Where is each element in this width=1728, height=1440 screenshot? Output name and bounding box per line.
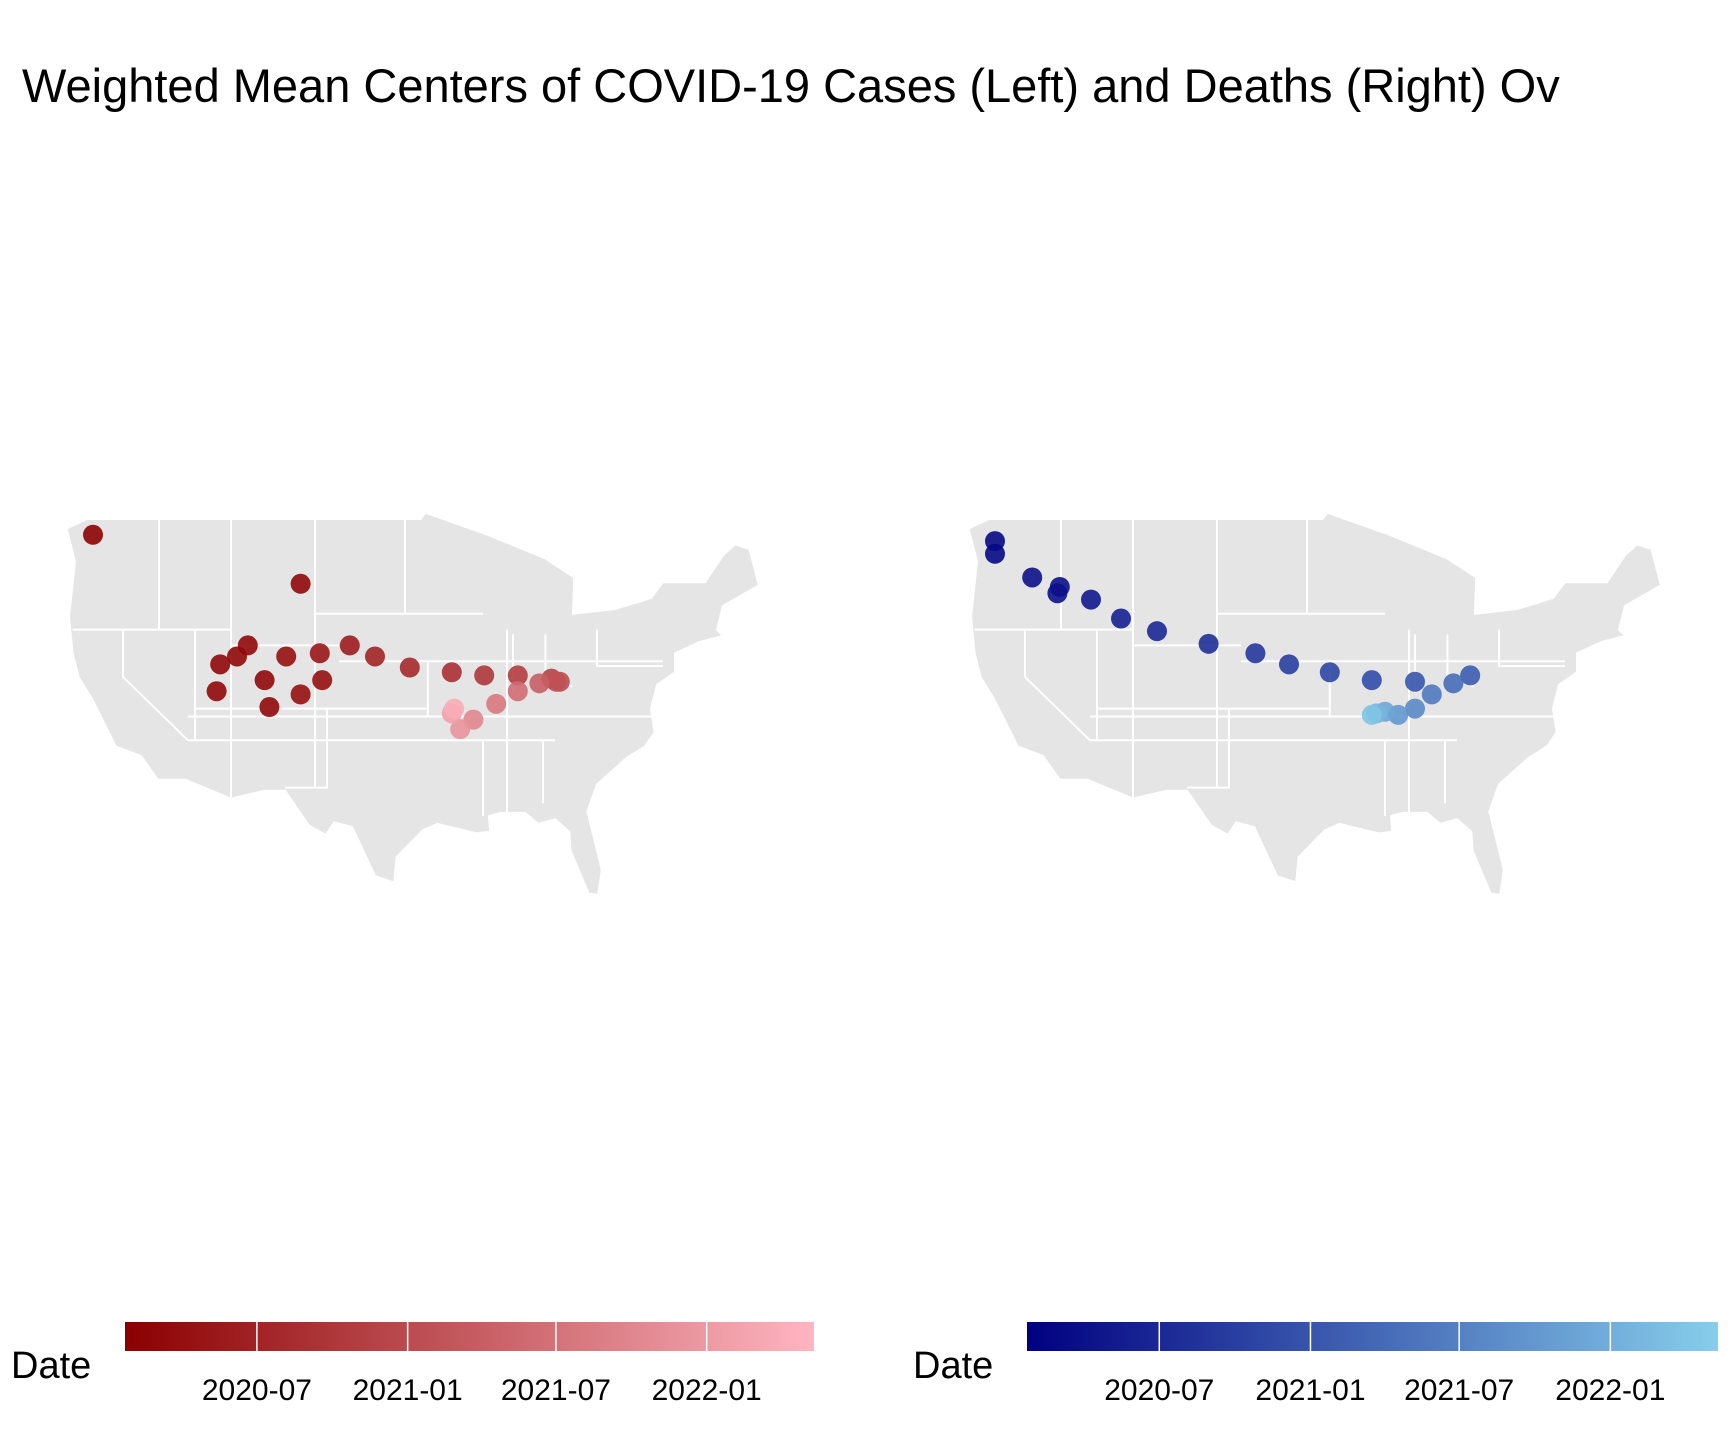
center-point bbox=[210, 654, 231, 675]
center-point bbox=[441, 662, 462, 683]
center-point bbox=[985, 543, 1005, 564]
center-point bbox=[1421, 684, 1442, 705]
center-point bbox=[1245, 643, 1266, 664]
center-point bbox=[259, 697, 280, 718]
colorbar bbox=[125, 1322, 814, 1351]
colorbar-tick-label: 2021-07 bbox=[501, 1374, 611, 1407]
colorbar-tick-label: 2021-01 bbox=[1255, 1374, 1365, 1407]
colorbar-tick-label: 2021-01 bbox=[353, 1374, 463, 1407]
center-point bbox=[1081, 589, 1101, 610]
center-point bbox=[1319, 662, 1340, 683]
center-point bbox=[339, 635, 360, 656]
center-point bbox=[1460, 665, 1481, 686]
center-point bbox=[1405, 698, 1425, 719]
center-point bbox=[290, 573, 311, 594]
state-border bbox=[285, 708, 328, 789]
center-point bbox=[1405, 671, 1425, 692]
state-border bbox=[122, 629, 189, 741]
center-point bbox=[254, 670, 275, 691]
center-point bbox=[1147, 621, 1167, 642]
colorbar-tick-label: 2022-01 bbox=[1555, 1374, 1665, 1407]
center-point bbox=[1047, 583, 1068, 604]
center-point bbox=[276, 646, 297, 667]
center-point bbox=[1361, 704, 1382, 725]
center-point bbox=[309, 643, 330, 664]
center-point bbox=[1443, 673, 1464, 694]
center-point bbox=[450, 719, 471, 740]
center-point bbox=[1198, 633, 1219, 654]
state-border bbox=[1024, 629, 1091, 741]
center-point bbox=[486, 693, 507, 714]
center-point bbox=[529, 673, 550, 694]
colorbar bbox=[1027, 1322, 1718, 1351]
center-point bbox=[1022, 567, 1043, 588]
center-point bbox=[365, 646, 385, 667]
center-point bbox=[444, 698, 465, 719]
map-panel bbox=[967, 511, 1663, 897]
center-point bbox=[546, 671, 567, 692]
colorbar-tick-label: 2022-01 bbox=[652, 1374, 762, 1407]
us-map bbox=[65, 511, 761, 897]
state-border bbox=[596, 629, 663, 667]
us-map bbox=[967, 511, 1663, 897]
state-border bbox=[1498, 629, 1565, 667]
center-point bbox=[474, 665, 495, 686]
center-point bbox=[83, 524, 103, 545]
center-point bbox=[507, 681, 528, 702]
map-panel bbox=[65, 511, 761, 897]
legend-title: Date bbox=[11, 1345, 91, 1387]
figure-title: Weighted Mean Centers of COVID-19 Cases … bbox=[22, 59, 1560, 112]
legend-title: Date bbox=[913, 1345, 993, 1387]
colorbar-tick-label: 2020-07 bbox=[1104, 1374, 1214, 1407]
center-point bbox=[1279, 654, 1299, 675]
colorbar-tick-label: 2021-07 bbox=[1404, 1374, 1514, 1407]
center-point bbox=[399, 657, 420, 678]
colorbar-tick-label: 2020-07 bbox=[202, 1374, 312, 1407]
center-point bbox=[507, 665, 528, 686]
center-point bbox=[206, 681, 227, 702]
state-border bbox=[1187, 708, 1230, 789]
center-point bbox=[1361, 670, 1382, 691]
center-point bbox=[1111, 608, 1131, 629]
center-point bbox=[312, 670, 333, 691]
center-point bbox=[227, 646, 247, 667]
center-point bbox=[290, 684, 311, 705]
